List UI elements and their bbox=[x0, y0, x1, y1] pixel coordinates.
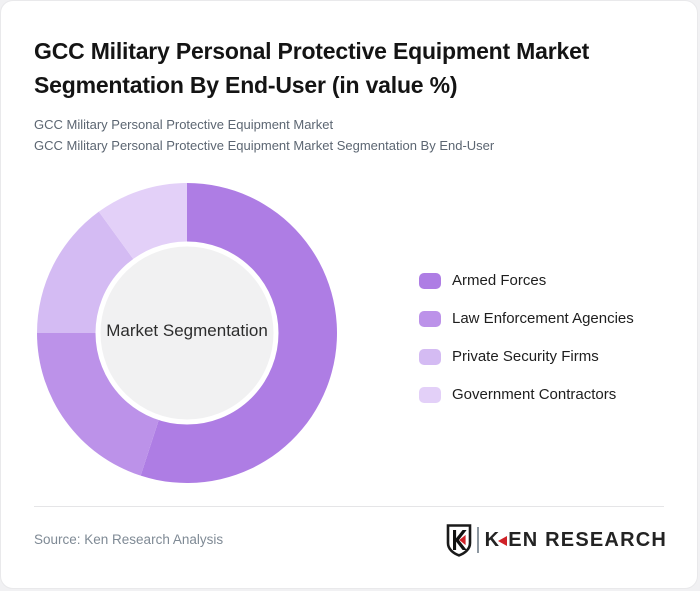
source-note: Source: Ken Research Analysis bbox=[34, 532, 224, 547]
brand-rest: EN RESEARCH bbox=[508, 528, 667, 551]
donut-chart-svg bbox=[37, 183, 337, 483]
footer-divider bbox=[34, 506, 664, 507]
legend-item-private-security-firms[interactable]: Private Security Firms bbox=[419, 348, 634, 365]
legend-item-law-enforcement-agencies[interactable]: Law Enforcement Agencies bbox=[419, 310, 634, 327]
subtitle-block: GCC Military Personal Protective Equipme… bbox=[34, 114, 674, 156]
brand-letter-k: K bbox=[484, 528, 501, 551]
chart-legend: Armed Forces Law Enforcement Agencies Pr… bbox=[419, 272, 634, 403]
legend-item-armed-forces[interactable]: Armed Forces bbox=[419, 272, 634, 289]
brand-divider-bar bbox=[476, 527, 479, 553]
brand-shield-icon bbox=[446, 523, 471, 557]
page-title: GCC Military Personal Protective Equipme… bbox=[34, 38, 590, 98]
legend-swatch-law-enforcement-agencies bbox=[419, 310, 441, 327]
legend-label: Law Enforcement Agencies bbox=[452, 310, 634, 327]
donut-chart: Market Segmentation bbox=[27, 173, 347, 493]
legend-label: Armed Forces bbox=[452, 272, 547, 289]
ken-research-logo: K EN RESEARCH bbox=[446, 522, 667, 558]
donut-hole bbox=[95, 241, 279, 425]
brand-red-arrow-icon bbox=[498, 536, 508, 546]
legend-label: Government Contractors bbox=[452, 386, 617, 403]
subtitle-line-2: GCC Military Personal Protective Equipme… bbox=[34, 138, 495, 153]
legend-label: Private Security Firms bbox=[452, 348, 599, 365]
legend-swatch-armed-forces bbox=[419, 272, 441, 289]
legend-swatch-private-security-firms bbox=[419, 348, 441, 365]
legend-swatch-government-contractors bbox=[419, 386, 441, 403]
subtitle-line-1: GCC Military Personal Protective Equipme… bbox=[34, 117, 334, 132]
legend-item-government-contractors[interactable]: Government Contractors bbox=[419, 386, 634, 403]
brand-wordmark: K EN RESEARCH bbox=[485, 529, 667, 552]
